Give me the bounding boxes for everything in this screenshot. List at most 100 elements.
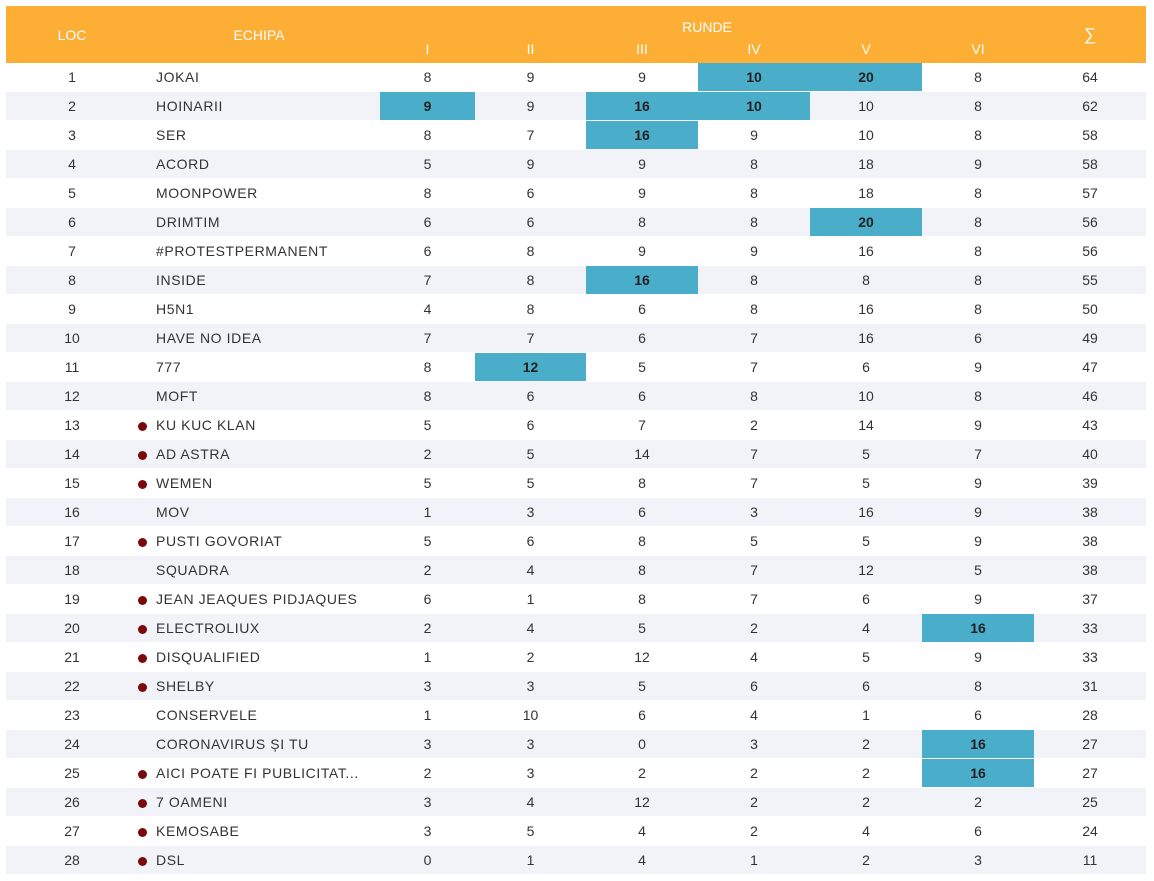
score-round-4: 5 (698, 527, 810, 556)
score-round-6: 9 (922, 411, 1034, 440)
score-round-3: 6 (586, 701, 698, 730)
marker-cell (138, 672, 150, 701)
rank-cell: 16 (6, 498, 138, 527)
score-round-1: 2 (380, 614, 475, 643)
marker-cell (138, 759, 150, 788)
score-round-1: 1 (380, 498, 475, 527)
team-name: ELECTROLIUX (150, 614, 380, 643)
table-row: 27 KEMOSABE 3 5 4 2 4 6 24 (6, 817, 1146, 846)
total-score: 33 (1034, 614, 1146, 643)
score-round-6: 9 (922, 150, 1034, 179)
score-round-6: 8 (922, 266, 1034, 295)
team-name: JOKAI (150, 63, 380, 92)
score-round-2: 10 (475, 701, 586, 730)
table-row: 13 KU KUC KLAN 5 6 7 2 14 9 43 (6, 411, 1146, 440)
score-round-5: 8 (810, 266, 922, 295)
table-row: 11 777 8 12 5 7 6 9 47 (6, 353, 1146, 382)
marker-dot-icon (138, 479, 147, 489)
score-round-6: 8 (922, 63, 1034, 92)
score-round-4: 4 (698, 643, 810, 672)
team-name: MOV (150, 498, 380, 527)
header-loc[interactable]: LOC (6, 6, 138, 63)
score-round-1: 9 (380, 92, 475, 121)
score-round-1: 1 (380, 643, 475, 672)
header-round-3[interactable]: III (586, 35, 698, 63)
rank-cell: 20 (6, 614, 138, 643)
total-score: 58 (1034, 150, 1146, 179)
score-round-4: 7 (698, 440, 810, 469)
header-round-4[interactable]: IV (698, 35, 810, 63)
marker-dot-icon (138, 450, 147, 460)
score-round-4: 8 (698, 295, 810, 324)
header-round-2[interactable]: II (475, 35, 586, 63)
score-round-3: 4 (586, 817, 698, 846)
marker-cell (138, 527, 150, 556)
rank-cell: 7 (6, 237, 138, 266)
header-round-1[interactable]: I (380, 35, 475, 63)
score-round-2: 6 (475, 179, 586, 208)
score-round-6: 6 (922, 701, 1034, 730)
marker-cell (138, 585, 150, 614)
rank-cell: 15 (6, 469, 138, 498)
marker-dot-icon (138, 769, 147, 779)
total-score: 56 (1034, 208, 1146, 237)
score-round-2: 9 (475, 150, 586, 179)
score-round-2: 9 (475, 63, 586, 92)
score-round-6: 7 (922, 440, 1034, 469)
team-name: CONSERVELE (150, 701, 380, 730)
score-round-4: 10 (698, 63, 810, 92)
score-round-4: 8 (698, 179, 810, 208)
table-row: 12 MOFT 8 6 6 8 10 8 46 (6, 382, 1146, 411)
score-round-5: 16 (810, 237, 922, 266)
score-round-2: 4 (475, 614, 586, 643)
table-row: 9 H5N1 4 8 6 8 16 8 50 (6, 295, 1146, 324)
score-round-1: 2 (380, 759, 475, 788)
score-round-2: 3 (475, 498, 586, 527)
marker-dot-icon (138, 595, 147, 605)
score-round-3: 8 (586, 585, 698, 614)
total-score: 56 (1034, 237, 1146, 266)
rank-cell: 18 (6, 556, 138, 585)
score-round-4: 2 (698, 759, 810, 788)
score-round-6: 8 (922, 92, 1034, 121)
table-row: 15 WEMEN 5 5 8 7 5 9 39 (6, 469, 1146, 498)
header-round-5[interactable]: V (810, 35, 922, 63)
rank-cell: 25 (6, 759, 138, 788)
total-score: 28 (1034, 701, 1146, 730)
header-team[interactable]: ECHIPA (138, 6, 380, 63)
score-round-2: 6 (475, 382, 586, 411)
total-score: 46 (1034, 382, 1146, 411)
score-round-6: 8 (922, 179, 1034, 208)
score-round-6: 8 (922, 382, 1034, 411)
score-round-2: 3 (475, 759, 586, 788)
total-score: 38 (1034, 527, 1146, 556)
table-row: 23 CONSERVELE 1 10 6 4 1 6 28 (6, 701, 1146, 730)
rank-cell: 3 (6, 121, 138, 150)
score-round-3: 16 (586, 266, 698, 295)
total-score: 64 (1034, 63, 1146, 92)
rank-cell: 5 (6, 179, 138, 208)
total-score: 11 (1034, 846, 1146, 875)
score-round-3: 6 (586, 295, 698, 324)
score-round-2: 2 (475, 643, 586, 672)
team-name: 7 OAMENI (150, 788, 380, 817)
score-round-2: 1 (475, 585, 586, 614)
score-round-1: 6 (380, 237, 475, 266)
header-round-6[interactable]: VI (922, 35, 1034, 63)
rank-cell: 1 (6, 63, 138, 92)
score-round-4: 8 (698, 150, 810, 179)
table-row: 2 HOINARII 9 9 16 10 10 8 62 (6, 92, 1146, 121)
header-total[interactable]: ∑ (1034, 6, 1146, 63)
total-score: 38 (1034, 556, 1146, 585)
table-row: 4 ACORD 5 9 9 8 18 9 58 (6, 150, 1146, 179)
score-round-3: 5 (586, 353, 698, 382)
score-round-1: 8 (380, 353, 475, 382)
score-round-4: 2 (698, 788, 810, 817)
score-round-3: 8 (586, 469, 698, 498)
score-round-2: 12 (475, 353, 586, 382)
table-row: 8 INSIDE 7 8 16 8 8 8 55 (6, 266, 1146, 295)
score-round-2: 6 (475, 527, 586, 556)
team-name: CORONAVIRUS ȘI TU (150, 730, 380, 759)
score-round-4: 7 (698, 353, 810, 382)
score-round-5: 5 (810, 440, 922, 469)
